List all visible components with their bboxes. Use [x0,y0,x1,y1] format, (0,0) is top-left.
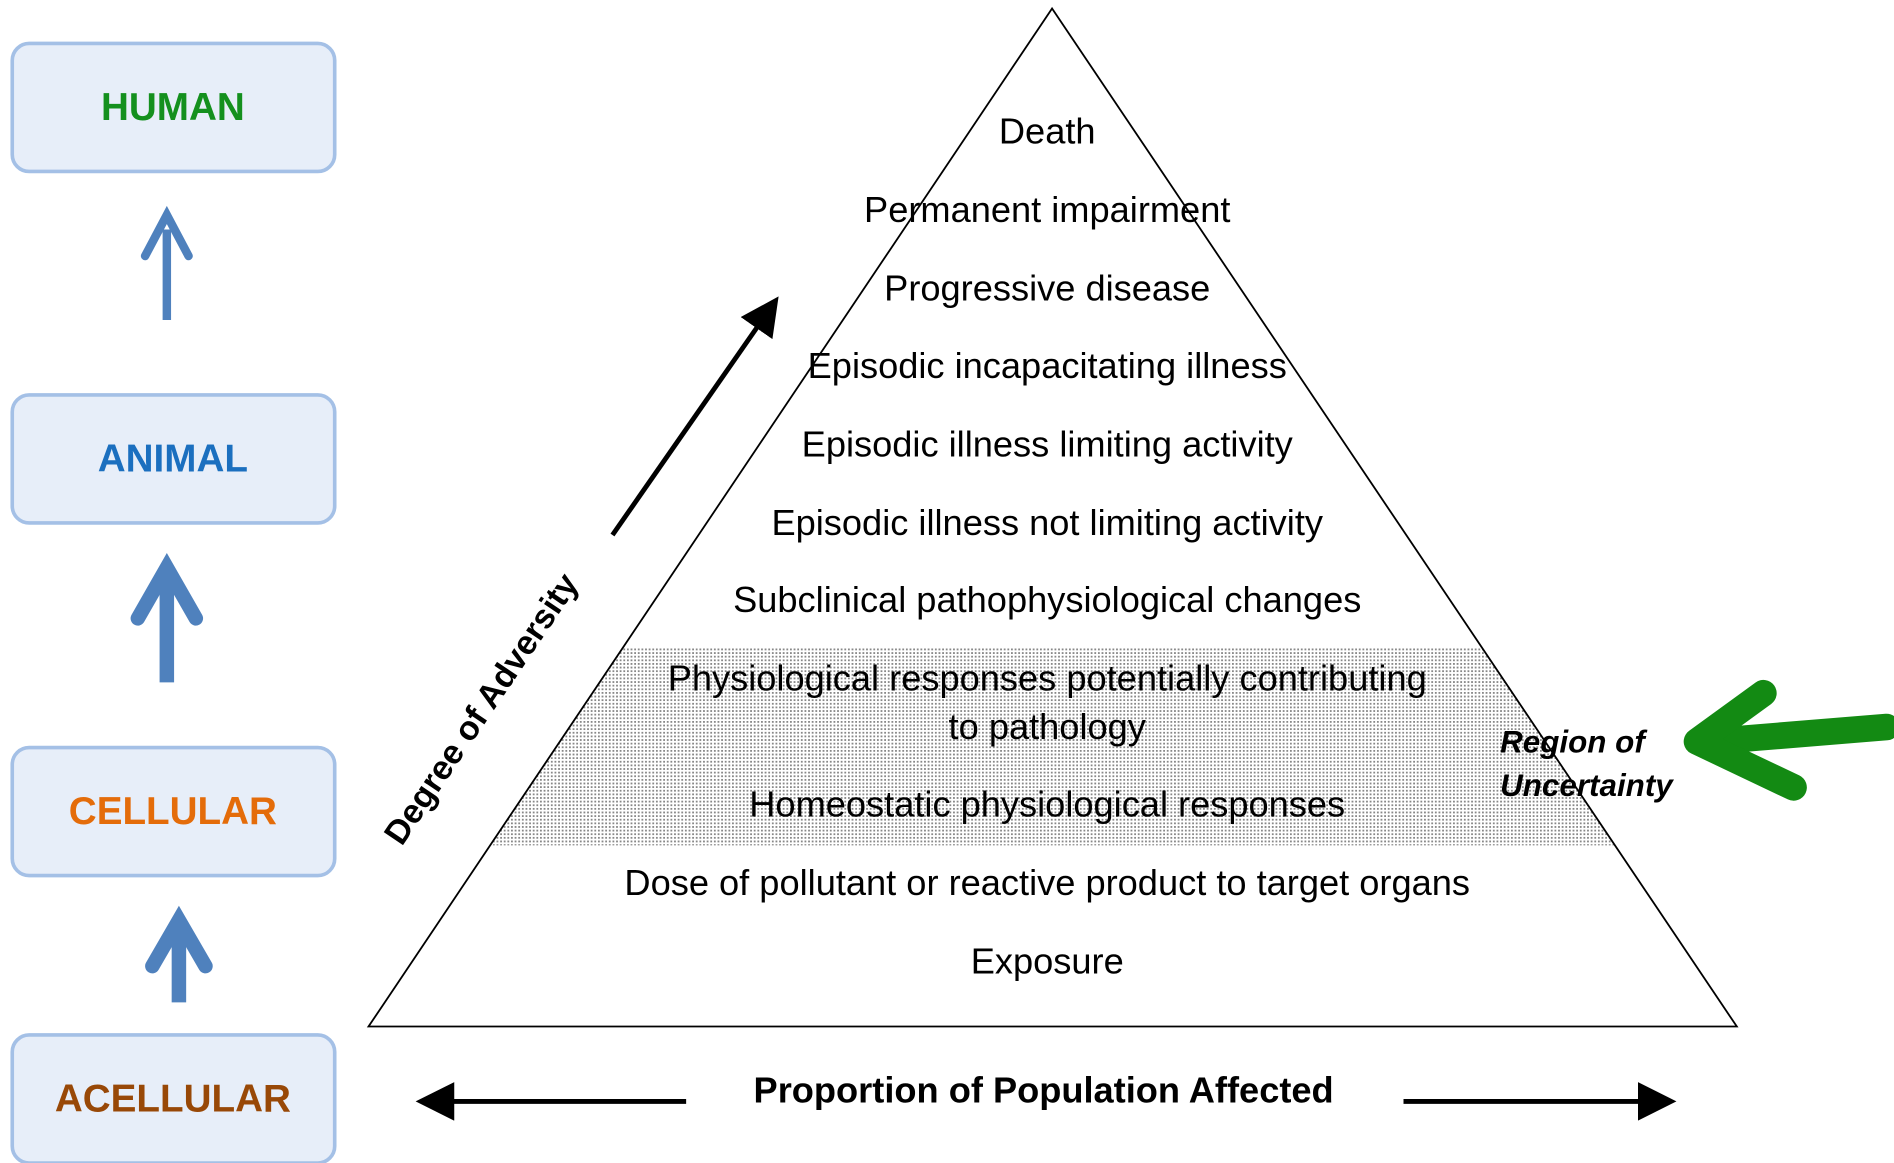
arrow-head [130,553,204,626]
arrow-head [140,205,193,261]
population-label: Proportion of Population Affected [754,1070,1334,1111]
tier-label: Dose of pollutant or reactive product to… [624,862,1470,903]
tier-label: Permanent impairment [864,189,1230,230]
tier-label: Subclinical pathophysiological changes [733,579,1361,620]
tiers: Death Permanent impairment Progressive dis… [624,111,1470,982]
level-label: ACELLULAR [55,1078,291,1121]
tier-label: Episodic illness limiting activity [802,423,1294,464]
level-label: ANIMAL [98,438,248,481]
level-box [10,393,337,525]
tier-label: Exposure [971,940,1124,981]
tier-label: Physiological responses potentially cont… [668,658,1427,699]
tier-label: to pathology [949,706,1147,747]
region-label: Region of Uncertainty [1500,724,1674,802]
tier-label: Progressive disease [884,268,1210,309]
levels: HUMAN ANIMAL CELLULAR ACELLULAR [10,41,337,1163]
level-label: HUMAN [101,86,245,129]
level-arrows [130,205,213,1003]
region-label-line: Region of [1500,724,1648,759]
level-box [10,1033,337,1163]
region-arrow [1683,679,1894,801]
arrow-head [145,905,213,974]
tier-label: Episodic incapacitating illness [808,345,1287,386]
pyramid [366,6,1739,1028]
tier-label: Death [999,111,1096,152]
tier-label: Episodic illness not limiting activity [771,502,1323,543]
tier-label: Homeostatic physiological responses [749,783,1345,824]
level-box [10,745,337,878]
level-box [10,41,337,174]
uncertainty-band [490,648,1615,846]
level-label: CELLULAR [69,790,277,833]
adversity-arrow [610,296,779,537]
region-label-line: Uncertainty [1500,768,1674,803]
